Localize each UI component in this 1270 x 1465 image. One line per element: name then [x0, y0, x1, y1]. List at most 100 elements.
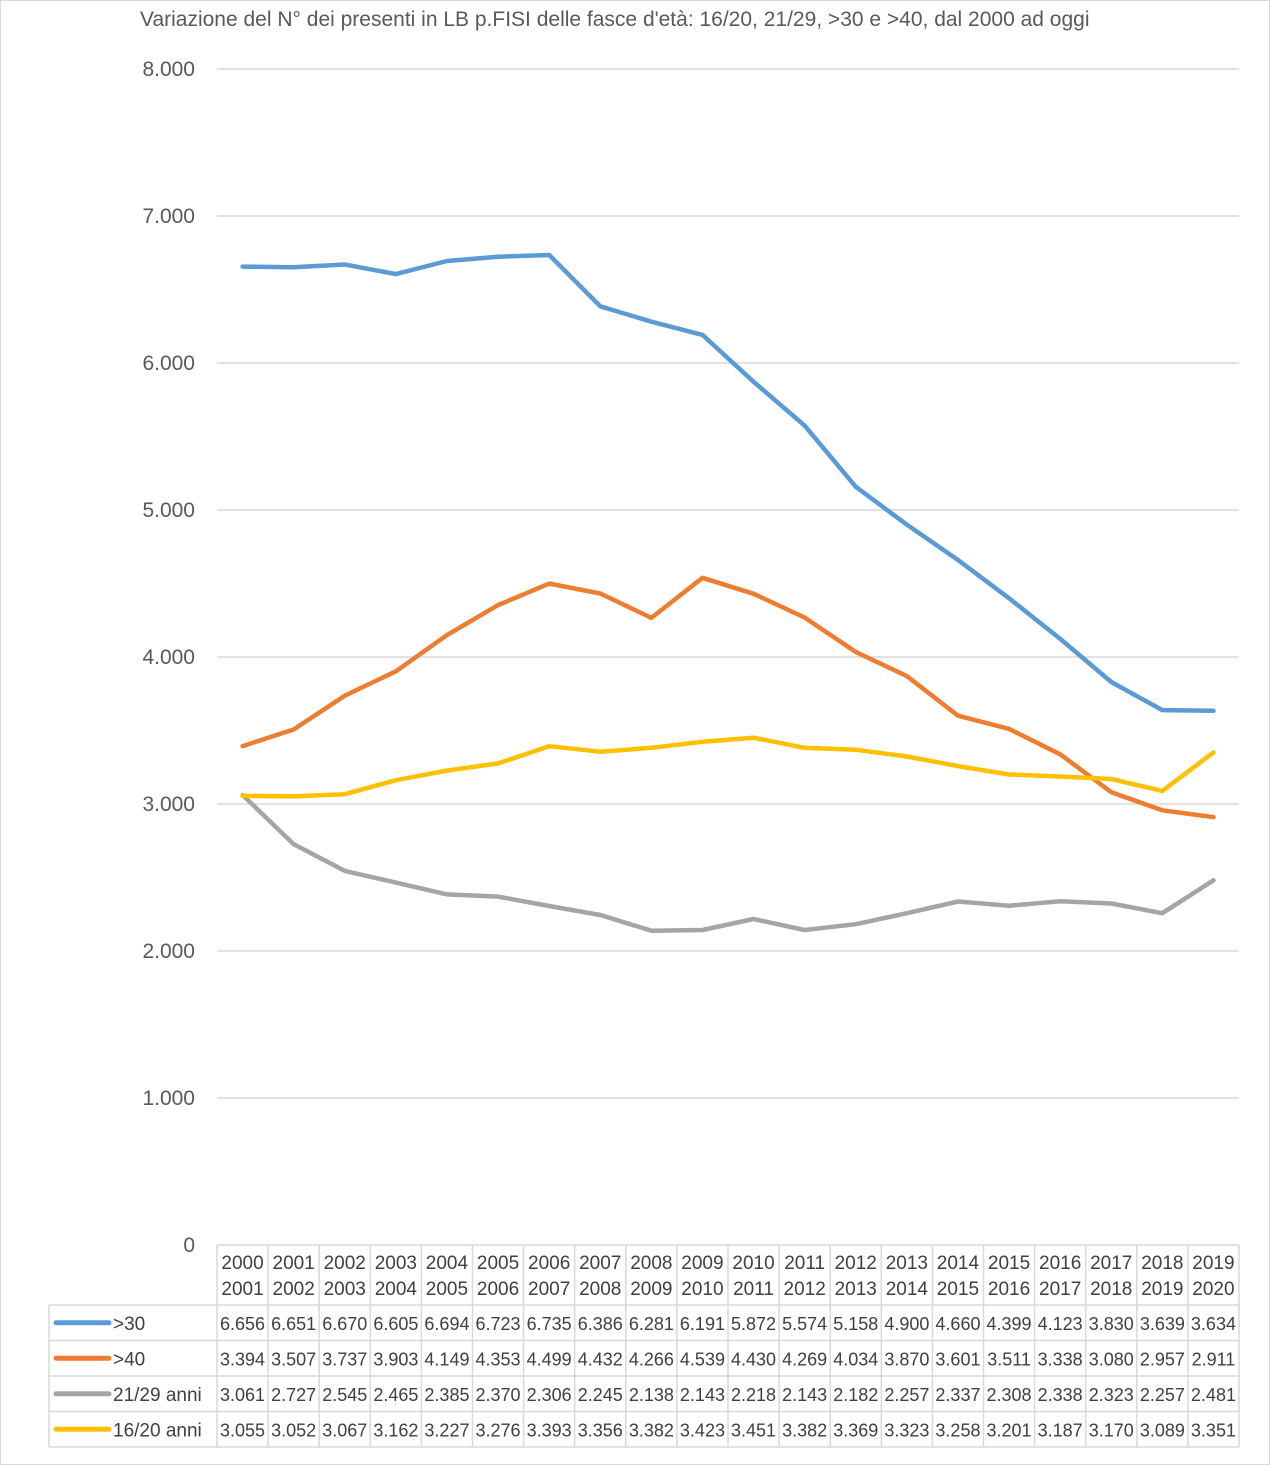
data-label: 2.218 [731, 1385, 776, 1405]
x-category-label: 2013 [886, 1253, 928, 1274]
x-category-label: 2000 [221, 1253, 263, 1274]
data-label: 4.432 [578, 1349, 623, 1369]
x-category-label: 2016 [988, 1279, 1030, 1300]
x-category-label: 2003 [375, 1253, 417, 1274]
x-category-label: 2001 [273, 1253, 315, 1274]
data-label: 6.656 [220, 1314, 265, 1334]
data-label: 2.545 [322, 1385, 367, 1405]
data-label: 3.170 [1089, 1420, 1134, 1440]
x-category-label: 2014 [937, 1253, 980, 1274]
y-tick-label: 7.000 [142, 205, 195, 228]
y-axis-tick-labels: 0 1.000 2.000 3.000 4.000 5.000 6.000 7.000 8.00… [142, 58, 195, 1257]
x-category-label: 2004 [426, 1253, 469, 1274]
x-category-label: 2008 [630, 1253, 672, 1274]
y-tick-label: 6.000 [142, 352, 195, 375]
series-line [240, 575, 1216, 820]
data-label: 6.735 [527, 1314, 572, 1334]
data-label: 3.258 [935, 1420, 980, 1440]
data-label: 3.089 [1140, 1420, 1185, 1440]
legend-label: >40 [113, 1349, 145, 1370]
y-tick-label: 1.000 [142, 1087, 195, 1110]
data-label: 3.382 [629, 1420, 674, 1440]
x-category-label: 2002 [273, 1279, 315, 1300]
data-label: 3.639 [1140, 1314, 1185, 1334]
x-category-label: 2017 [1039, 1279, 1081, 1300]
data-label: 4.269 [782, 1349, 827, 1369]
data-label: 4.499 [527, 1349, 572, 1369]
data-label: 2.727 [271, 1385, 316, 1405]
data-label: 4.900 [884, 1314, 929, 1334]
data-label: 3.601 [935, 1349, 980, 1369]
x-category-label: 2009 [630, 1279, 672, 1300]
x-category-label: 2006 [477, 1279, 519, 1300]
data-label: 6.651 [271, 1314, 316, 1334]
x-category-label: 2001 [221, 1279, 263, 1300]
gridlines [217, 68, 1239, 1099]
data-label: 2.323 [1089, 1385, 1134, 1405]
x-category-label: 2003 [324, 1279, 366, 1300]
y-tick-label: 5.000 [142, 499, 195, 522]
x-category-label: 2011 [784, 1253, 825, 1274]
data-label: 3.067 [322, 1420, 367, 1440]
data-label: 3.061 [220, 1385, 265, 1405]
data-label: 4.353 [476, 1349, 521, 1369]
data-label: 3.162 [373, 1420, 418, 1440]
data-label: 3.187 [1038, 1420, 1083, 1440]
series-line [240, 792, 1216, 933]
x-category-label: 2020 [1192, 1279, 1234, 1300]
data-label: 6.670 [322, 1314, 367, 1334]
series-line [240, 252, 1216, 714]
data-label: 3.451 [731, 1420, 776, 1440]
data-label: 3.634 [1191, 1314, 1236, 1334]
data-label: 2.911 [1192, 1349, 1236, 1369]
data-label: 3.394 [220, 1349, 265, 1369]
x-category-label: 2012 [784, 1279, 826, 1300]
data-label: 3.351 [1191, 1420, 1236, 1440]
data-label: 2.143 [680, 1385, 725, 1405]
x-category-label: 2005 [477, 1253, 519, 1274]
data-label: 2.338 [1038, 1385, 1083, 1405]
data-label: 2.257 [1140, 1385, 1185, 1405]
data-label: 3.511 [987, 1349, 1031, 1369]
data-label: 3.323 [884, 1420, 929, 1440]
x-category-label: 2002 [324, 1253, 366, 1274]
data-label: 6.723 [476, 1314, 521, 1334]
y-tick-label: 8.000 [142, 58, 195, 81]
series-line [240, 735, 1216, 799]
data-label: 3.338 [1038, 1349, 1083, 1369]
data-label: 3.737 [322, 1349, 367, 1369]
data-label: 4.123 [1038, 1314, 1083, 1334]
x-category-label: 2007 [579, 1253, 621, 1274]
data-label: 4.539 [680, 1349, 725, 1369]
x-category-label: 2004 [375, 1279, 418, 1300]
data-label: 2.465 [373, 1385, 418, 1405]
x-category-label: 2019 [1192, 1253, 1234, 1274]
data-label: 6.694 [424, 1314, 469, 1334]
data-label: 6.281 [629, 1314, 674, 1334]
data-label: 2.481 [1191, 1385, 1236, 1405]
data-label: 4.399 [987, 1314, 1032, 1334]
data-label: 5.158 [833, 1314, 878, 1334]
x-category-label: 2019 [1141, 1279, 1183, 1300]
data-label: 2.370 [476, 1385, 521, 1405]
y-tick-label: 2.000 [142, 940, 195, 963]
data-label: 6.191 [680, 1314, 725, 1334]
chart-title: Variazione del N° dei presenti in LB p.F… [140, 8, 1090, 31]
data-label: 3.080 [1089, 1349, 1134, 1369]
data-label: 3.507 [271, 1349, 316, 1369]
data-label: 2.385 [424, 1385, 469, 1405]
data-label: 4.149 [424, 1349, 469, 1369]
data-label: 5.574 [782, 1314, 827, 1334]
x-category-label: 2010 [681, 1279, 723, 1300]
data-label: 4.660 [935, 1314, 980, 1334]
data-label: 2.957 [1140, 1349, 1185, 1369]
data-label: 2.182 [833, 1385, 878, 1405]
y-tick-label: 0 [183, 1234, 195, 1257]
x-category-label: 2011 [733, 1279, 774, 1300]
data-label: 3.276 [476, 1420, 521, 1440]
series-lines [240, 252, 1216, 933]
data-label: 3.382 [782, 1420, 827, 1440]
data-label: 3.052 [271, 1420, 316, 1440]
x-category-label: 2015 [988, 1253, 1030, 1274]
